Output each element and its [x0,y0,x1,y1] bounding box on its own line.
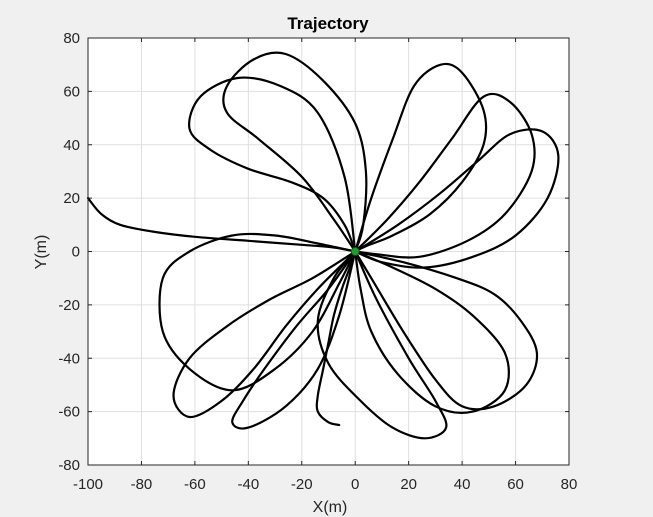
trajectory-lines [86,51,560,440]
trajectory-segment-5 [354,92,536,259]
y-tick-label: -20 [58,297,80,314]
x-tick-label: 80 [561,476,578,493]
x-tick-label: 40 [454,476,471,493]
trajectory-segment-7 [354,250,539,411]
plot-border [87,37,570,466]
x-tick-labels: -100 -80 -60 -40 -20 0 20 40 60 80 [73,476,577,493]
x-tick-label: -80 [131,476,153,493]
trajectory-segment-1 [86,197,357,253]
trajectory-segment-8 [354,250,510,414]
y-tick-labels: -80 -60 -40 -20 0 20 40 60 80 [58,30,80,474]
y-tick-label: 80 [63,30,80,47]
trajectory-segment-3 [222,51,368,253]
x-axis-label: X(m) [313,499,348,516]
y-tick-label: 40 [63,137,80,154]
x-tick-label: -100 [73,476,103,493]
x-tick-label: 0 [351,476,359,493]
trajectory-segment-13 [315,250,357,427]
y-tick-label: 0 [72,244,80,261]
trajectory-segment-12 [158,232,357,392]
y-tick-label: 60 [63,83,80,100]
x-tick-label: -60 [184,476,206,493]
y-tick-label: -60 [58,404,80,421]
y-tick-label: 20 [63,190,80,207]
y-tick-label: -40 [58,350,80,367]
trajectory-segment-9 [316,250,448,440]
x-tick-label: -40 [237,476,259,493]
chart-title: Trajectory [287,14,369,33]
y-axis-label: Y(m) [33,235,50,270]
trajectory-segment-2 [188,76,357,253]
start-marker [350,247,360,256]
x-tick-label: 60 [507,476,524,493]
x-tick-label: -20 [291,476,313,493]
x-tick-label: 20 [400,476,417,493]
origin-marker [350,247,360,256]
trajectory-segment-11 [172,250,357,419]
trajectory-segment-4 [354,62,488,253]
y-tick-label: -80 [58,457,80,474]
